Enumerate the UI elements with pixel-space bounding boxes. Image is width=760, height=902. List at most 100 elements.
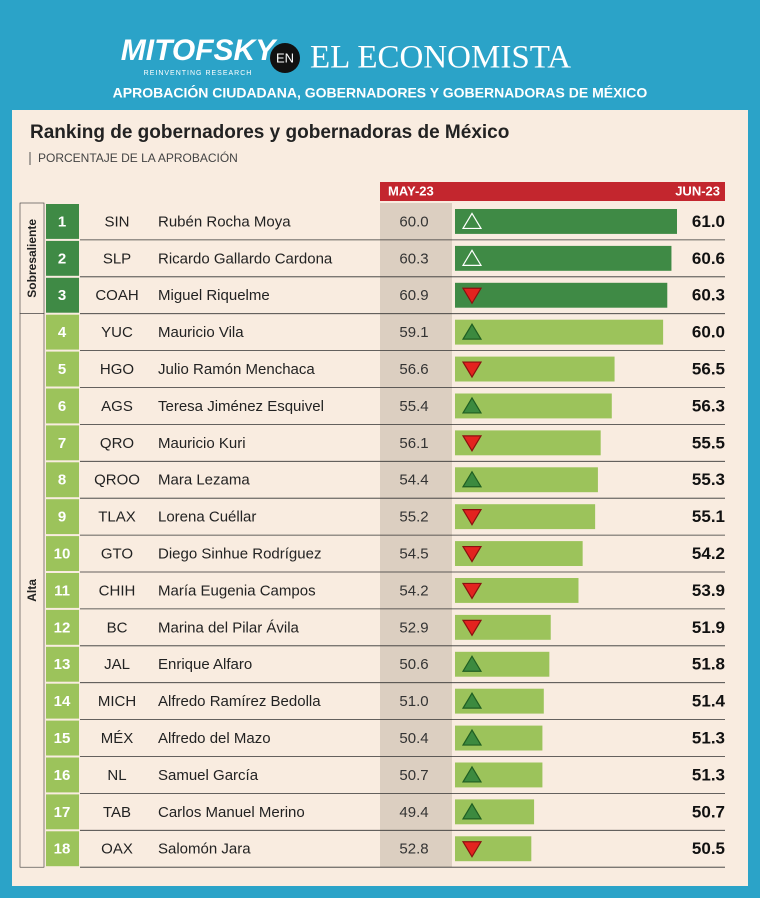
jun-value: 51.3 — [692, 765, 725, 784]
may-value: 54.4 — [399, 472, 428, 489]
may-value: 51.0 — [399, 693, 428, 710]
state: TLAX — [98, 509, 136, 526]
jun-value: 55.3 — [692, 470, 725, 489]
group-label: Sobresaliente — [25, 219, 39, 298]
rank-cell — [46, 720, 79, 756]
header-subtitle: APROBACIÓN CIUDADANA, GOBERNADORES Y GOB… — [113, 84, 648, 101]
may-value: 59.1 — [399, 324, 428, 341]
jun-value: 53.9 — [692, 581, 725, 600]
may-value: 56.6 — [399, 361, 428, 378]
trend-icon — [461, 655, 483, 672]
rank-cell — [46, 573, 79, 608]
bar — [455, 467, 598, 493]
jun-value: 51.4 — [692, 692, 726, 711]
may-value: 60.9 — [399, 287, 428, 304]
state: HGO — [100, 361, 134, 378]
jun-value: 60.0 — [692, 323, 725, 342]
rank-cell — [46, 499, 79, 535]
jun-value: 54.2 — [692, 544, 725, 563]
rank: 8 — [58, 472, 66, 489]
jun-value: 51.3 — [692, 729, 725, 748]
rank: 15 — [54, 730, 71, 747]
rank-cell — [46, 757, 79, 793]
rank-cell — [46, 351, 79, 387]
bar — [455, 319, 664, 345]
trend-icon — [461, 396, 483, 414]
rank-cell — [46, 536, 79, 571]
brand: MITOFSKY — [121, 34, 278, 67]
trend-icon — [461, 691, 483, 709]
may-value: 54.2 — [399, 582, 428, 599]
rank-cell — [46, 683, 79, 719]
rank-cell — [46, 462, 79, 498]
bar — [455, 430, 601, 456]
may-value: 60.0 — [399, 213, 428, 230]
rank-cell — [46, 388, 79, 424]
jun-value: 61.0 — [692, 212, 725, 231]
jun-value: 51.8 — [692, 655, 725, 674]
governor: Carlos Manuel Merino — [158, 804, 305, 821]
trend-icon — [461, 545, 483, 563]
rank: 4 — [58, 324, 67, 341]
publication: EL ECONOMISTA — [310, 40, 571, 76]
may-value: 50.6 — [399, 656, 428, 673]
group-strip — [19, 313, 45, 868]
may-value: 52.8 — [399, 841, 428, 858]
connector: EN — [276, 50, 294, 65]
rank-cell — [46, 204, 79, 239]
rank: 17 — [54, 804, 71, 821]
trend-icon — [461, 582, 483, 600]
rank: 18 — [54, 841, 71, 858]
rank-cell — [46, 240, 79, 276]
may-value: 54.5 — [399, 546, 428, 563]
bar — [455, 209, 677, 234]
governor: Rubén Rocha Moya — [158, 213, 291, 230]
rank: 16 — [54, 767, 71, 784]
trend-icon — [461, 249, 483, 266]
connector-badge — [270, 43, 300, 73]
state: TAB — [103, 804, 131, 821]
rank-cell — [46, 831, 79, 867]
rank: 3 — [58, 287, 66, 304]
jun-value: 51.9 — [692, 618, 725, 637]
may-value: 55.2 — [399, 509, 428, 526]
trend-icon — [461, 287, 483, 305]
state: NL — [107, 767, 126, 784]
rank: 5 — [58, 361, 66, 378]
bar — [455, 245, 672, 271]
governor: Teresa Jiménez Esquivel — [158, 398, 324, 415]
bar — [455, 282, 668, 308]
trend-icon — [461, 509, 483, 526]
governor: Samuel García — [158, 767, 259, 784]
rank-cell — [46, 646, 79, 682]
trend-icon — [461, 802, 483, 820]
rank: 1 — [58, 213, 66, 230]
jun-value: 50.5 — [692, 839, 725, 858]
trend-icon — [461, 841, 483, 858]
governor: Marina del Pilar Ávila — [158, 619, 300, 636]
rank-cell — [46, 425, 79, 461]
rank: 2 — [58, 250, 66, 267]
state: AGS — [101, 398, 133, 415]
state: MÉX — [101, 730, 134, 747]
state: SIN — [104, 213, 129, 230]
trend-icon — [461, 212, 483, 230]
rank-cell — [46, 277, 79, 313]
governor: Diego Sinhue Rodríguez — [158, 546, 321, 563]
subtitle: PORCENTAJE DE LA APROBACIÓN — [38, 150, 238, 165]
rank-cell — [46, 314, 79, 350]
governor: Salomón Jara — [158, 841, 251, 858]
state: SLP — [103, 250, 131, 267]
jun-value: 60.6 — [692, 249, 725, 268]
trend-icon — [461, 361, 483, 379]
rank: 7 — [58, 435, 66, 452]
governor: María Eugenia Campos — [158, 582, 316, 599]
state: BC — [107, 619, 128, 636]
governor: Lorena Cuéllar — [158, 509, 256, 526]
state: CHIH — [99, 582, 136, 599]
rank: 11 — [54, 582, 70, 599]
state: GTO — [101, 546, 133, 563]
governor: Miguel Riquelme — [158, 287, 270, 304]
bar — [455, 836, 532, 862]
